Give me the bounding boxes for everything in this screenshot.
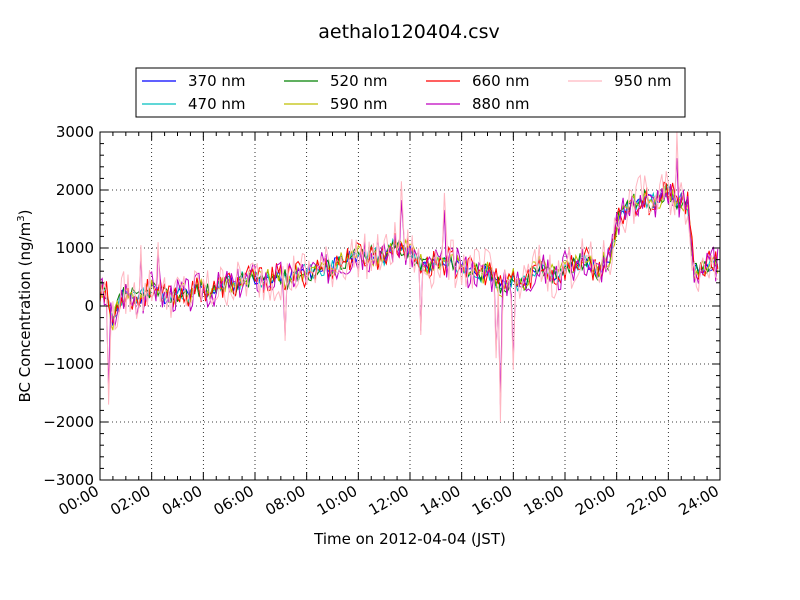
legend-label: 880 nm [472,95,530,113]
legend-label: 590 nm [330,95,388,113]
y-axis-label: BC Concentration (ng/m3) [16,210,34,403]
series-lines [99,131,719,423]
x-tick-label: 20:00 [572,482,618,519]
x-tick-label: 14:00 [417,482,463,519]
series-line-950-nm [99,131,719,423]
legend-label: 660 nm [472,72,530,90]
legend-label: 370 nm [188,72,246,90]
legend-label: 470 nm [188,95,246,113]
x-tick-label: 02:00 [107,482,153,519]
y-tick-label: 1000 [56,239,94,257]
x-tick-label: 16:00 [469,482,515,519]
y-axis-label-superscript: 3 [16,215,27,221]
y-tick-label: 3000 [56,123,94,141]
x-tick-label: 12:00 [366,482,412,519]
legend: 370 nm 470 nm 520 nm 590 nm 660 nm 880 nm 950 … [135,67,686,118]
y-axis-label-main: BC Concentration (ng/m [16,222,34,403]
series-line-590-nm [99,186,719,331]
y-tick-labels: −3000 −2000 −1000 0 1000 2000 3000 [43,123,94,489]
x-tick-label: 10:00 [314,482,360,519]
chart-title: aethalo120404.csv [318,21,500,43]
legend-label: 520 nm [330,72,388,90]
x-tick-labels: 00:00 02:00 04:00 06:00 08:00 10:00 12:00 14:00… [56,482,722,519]
x-tick-label: 04:00 [159,482,205,519]
axis-ticks [99,131,721,481]
y-tick-label: −3000 [43,471,94,489]
y-tick-label: −2000 [43,413,94,431]
x-tick-label: 08:00 [262,482,308,519]
y-axis-label-suffix: ) [16,210,34,216]
x-axis-label: Time on 2012-04-04 (JST) [313,530,506,548]
x-tick-label: 22:00 [624,482,670,519]
y-tick-label: 0 [84,297,94,315]
x-tick-label: 06:00 [211,482,257,519]
legend-label: 950 nm [614,72,672,90]
grid-lines [100,132,720,480]
x-tick-label: 24:00 [676,482,722,519]
y-tick-label: −1000 [43,355,94,373]
x-tick-label: 18:00 [521,482,567,519]
y-tick-label: 2000 [56,181,94,199]
legend-box [135,67,686,118]
